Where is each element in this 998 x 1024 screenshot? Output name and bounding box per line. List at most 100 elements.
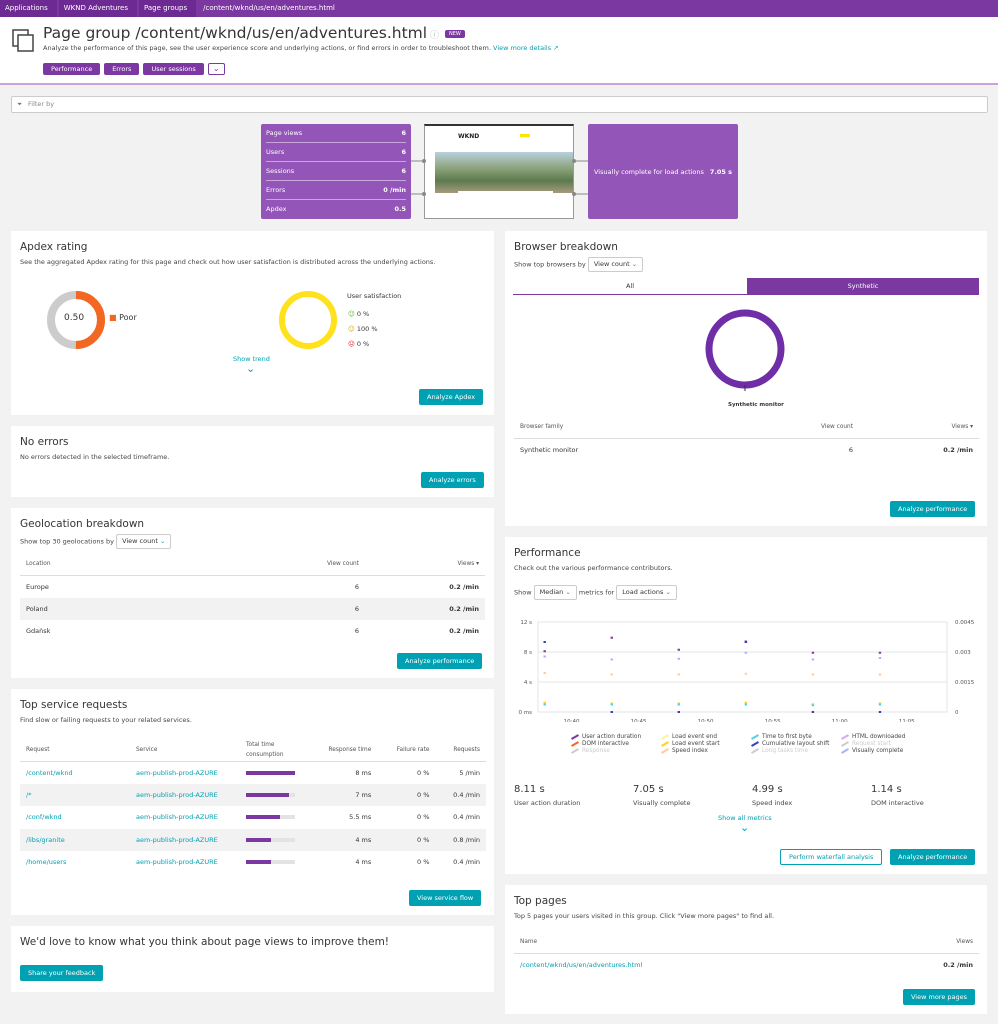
data-point[interactable] (744, 651, 748, 654)
browser-analyze-performance-button[interactable]: Analyze performance (890, 501, 976, 517)
table-row[interactable]: Poland 6 0.2 /min (20, 597, 485, 620)
errors-button[interactable]: Errors (104, 63, 140, 75)
request-link[interactable]: /home/users (26, 858, 67, 867)
legend-item[interactable]: Request start (841, 740, 931, 747)
legend-item[interactable]: Load event end (661, 733, 751, 740)
table-row[interactable]: /libs/granite aem-publish-prod-AZURE 4 ms 0… (20, 828, 486, 851)
data-point[interactable] (744, 703, 748, 706)
view-more-pages-button[interactable]: View more pages (903, 989, 976, 1005)
service-link[interactable]: aem-publish-prod-AZURE (130, 783, 240, 806)
request-link[interactable]: /content/wknd (26, 768, 73, 777)
table-row[interactable]: /content/wknd/us/en/adventures.html 0.2 /… (514, 953, 979, 976)
data-point[interactable] (543, 641, 546, 643)
visually-complete-tile[interactable]: Visually complete for load actions 7.05 s (588, 124, 738, 219)
legend-item[interactable]: User action duration (571, 733, 661, 740)
data-point[interactable] (677, 657, 681, 660)
legend-item[interactable]: Visually complete (841, 747, 931, 754)
tab-synthetic[interactable]: Synthetic (747, 278, 979, 295)
data-point[interactable] (543, 672, 546, 674)
data-point[interactable] (878, 703, 882, 706)
analyze-apdex-button[interactable]: Analyze Apdex (419, 389, 484, 405)
service-link[interactable]: aem-publish-prod-AZURE (136, 813, 218, 822)
view-more-details-link[interactable]: View more details (493, 44, 552, 52)
data-point[interactable] (677, 673, 681, 676)
summary-row[interactable]: Apdex 0.5 (266, 200, 406, 219)
waterfall-analysis-button[interactable]: Perform waterfall analysis (780, 849, 883, 865)
data-point[interactable] (543, 655, 546, 658)
data-point[interactable] (610, 673, 613, 676)
show-trend-link[interactable]: Show trend (233, 355, 270, 363)
request-link[interactable]: /* (20, 783, 130, 806)
legend-item[interactable]: HTML downloaded (841, 733, 931, 740)
geo-analyze-performance-button[interactable]: Analyze performance (397, 653, 483, 669)
data-point[interactable] (744, 672, 748, 675)
browser-metric-select[interactable]: View count ⌄ (587, 257, 644, 272)
info-icon[interactable]: ⓘ (427, 31, 439, 41)
legend-item[interactable]: Long tasks time (751, 747, 841, 754)
breadcrumb-applications[interactable]: Applications (0, 0, 57, 17)
summary-row[interactable]: Errors 0 /min (266, 181, 406, 200)
summary-row[interactable]: Page views 6 (266, 124, 406, 143)
data-point[interactable] (811, 711, 815, 713)
legend-item[interactable]: Cumulative layout shift (751, 740, 841, 747)
data-point[interactable] (878, 711, 882, 713)
table-cell[interactable]: /content/wknd/us/en/adventures.html (520, 960, 643, 969)
legend-item[interactable]: Time to first byte (751, 733, 841, 740)
data-point[interactable] (744, 641, 748, 643)
data-point[interactable] (811, 658, 815, 661)
data-point[interactable] (610, 658, 613, 661)
summary-row[interactable]: Sessions 6 (266, 162, 406, 181)
summary-row[interactable]: Users 6 (266, 143, 406, 162)
service-link[interactable]: aem-publish-prod-AZURE (136, 768, 218, 777)
table-row[interactable]: /* aem-publish-prod-AZURE 7 ms 0 % 0.4 /min (20, 783, 486, 806)
more-actions-chevron-icon[interactable]: ⌄ (207, 63, 225, 75)
show-all-metrics-link[interactable]: Show all metrics (718, 814, 772, 822)
geo-col-views[interactable]: Views ▾ (365, 553, 485, 576)
data-point[interactable] (610, 703, 613, 706)
chevron-down-icon[interactable]: ⌄ (246, 362, 256, 375)
data-point[interactable] (811, 651, 815, 654)
data-point[interactable] (543, 650, 546, 653)
service-link[interactable]: aem-publish-prod-AZURE (130, 828, 240, 851)
action-type-select[interactable]: Load actions ⌄ (616, 585, 677, 600)
data-point[interactable] (677, 703, 681, 706)
service-link[interactable]: aem-publish-prod-AZURE (136, 858, 218, 867)
user-sessions-button[interactable]: User sessions (143, 63, 204, 75)
view-service-flow-button[interactable]: View service flow (409, 890, 482, 906)
table-row[interactable]: /content/wknd aem-publish-prod-AZURE 8 ms 0… (20, 761, 486, 784)
filter-input[interactable]: ⏷ Filter by (11, 96, 988, 113)
tab-all[interactable]: All (513, 278, 747, 295)
table-row[interactable]: /home/users aem-publish-prod-AZURE 4 ms 0 %… (20, 851, 486, 874)
performance-button[interactable]: Performance (43, 63, 101, 75)
request-link[interactable]: /libs/granite (20, 828, 130, 851)
legend-item[interactable]: Speed index (661, 747, 751, 754)
breadcrumb-app[interactable]: WKND Adventures (58, 0, 137, 17)
data-point[interactable] (677, 711, 681, 713)
summary-tiles[interactable]: Page views 6 Users 6 Sessions 6 Errors 0 /min Ap… (261, 124, 411, 219)
data-point[interactable] (543, 702, 546, 704)
share-feedback-button[interactable]: Share your feedback (20, 965, 104, 981)
data-point[interactable] (811, 673, 815, 676)
table-row[interactable]: Gdańsk 6 0.2 /min (20, 620, 485, 643)
breadcrumb-page-groups[interactable]: Page groups (138, 0, 197, 17)
data-point[interactable] (811, 704, 815, 707)
table-row[interactable]: /conf/wknd aem-publish-prod-AZURE 5.5 ms 0 … (20, 806, 486, 829)
table-row[interactable]: Europe 6 0.2 /min (20, 575, 485, 598)
browser-col-views[interactable]: Views ▾ (859, 416, 979, 439)
data-point[interactable] (878, 673, 882, 676)
data-point[interactable] (610, 636, 613, 639)
analyze-performance-button[interactable]: Analyze performance (890, 849, 976, 865)
geo-metric-select[interactable]: View count ⌄ (116, 534, 172, 549)
legend-item[interactable]: Load event start (661, 740, 751, 747)
data-point[interactable] (878, 651, 882, 654)
legend-item[interactable]: Response (571, 747, 661, 754)
table-row[interactable]: Synthetic monitor 6 0.2 /min (514, 438, 979, 461)
legend-item[interactable]: DOM interactive (571, 740, 661, 747)
metric-aggregation-select[interactable]: Median ⌄ (533, 585, 577, 600)
data-point[interactable] (677, 648, 681, 651)
data-point[interactable] (744, 702, 748, 704)
data-point[interactable] (878, 657, 882, 659)
data-point[interactable] (543, 703, 546, 706)
request-link[interactable]: /conf/wknd (26, 813, 62, 822)
chevron-down-icon[interactable]: ⌄ (740, 821, 750, 834)
